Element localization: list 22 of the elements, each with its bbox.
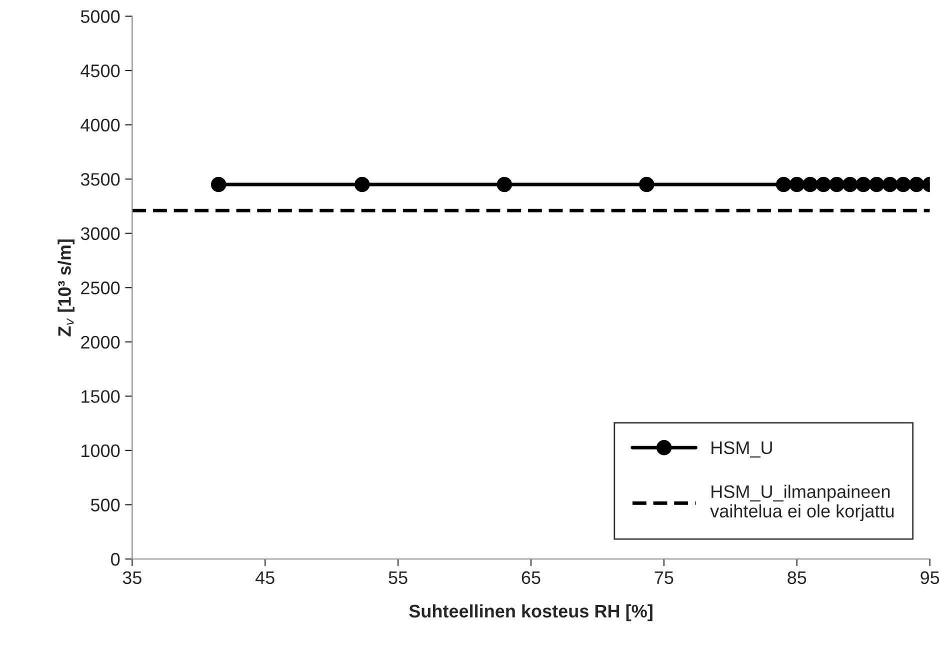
y-tick-label: 3500 <box>80 173 120 186</box>
y-tick-label: 4000 <box>80 118 120 132</box>
x-axis-title: Suhteellinen kosteus RH [%] <box>409 604 652 622</box>
y-tick-label: 1000 <box>82 444 120 458</box>
y-tick-label: 0 <box>111 552 120 566</box>
y-axis-title: Z$_{v}$ [10³ s/m] <box>58 239 74 336</box>
y-tick-label: 4500 <box>80 64 120 78</box>
y-tick-label: 500 <box>90 498 120 512</box>
x-tick-label: 85 <box>788 571 806 584</box>
x-tick-label: 35 <box>122 571 142 584</box>
y-tick-label: 2500 <box>81 282 120 294</box>
y-tick-label: 1500 <box>82 390 120 403</box>
legend-label: HSM_U_ilmanpaineen vaihtelua ei ole korjattu <box>710 484 894 522</box>
y-tick-label: 5000 <box>80 10 120 23</box>
y-tick-label: 3000 <box>80 227 120 240</box>
legend-label: HSM_U <box>712 441 772 458</box>
x-tick-label: 55 <box>388 571 408 584</box>
x-tick-label: 75 <box>654 571 674 584</box>
x-tick-label: 95 <box>920 571 940 584</box>
x-tick-label: 45 <box>255 571 274 584</box>
y-tick-label: 2000 <box>81 336 120 349</box>
x-tick-label: 65 <box>522 571 540 584</box>
